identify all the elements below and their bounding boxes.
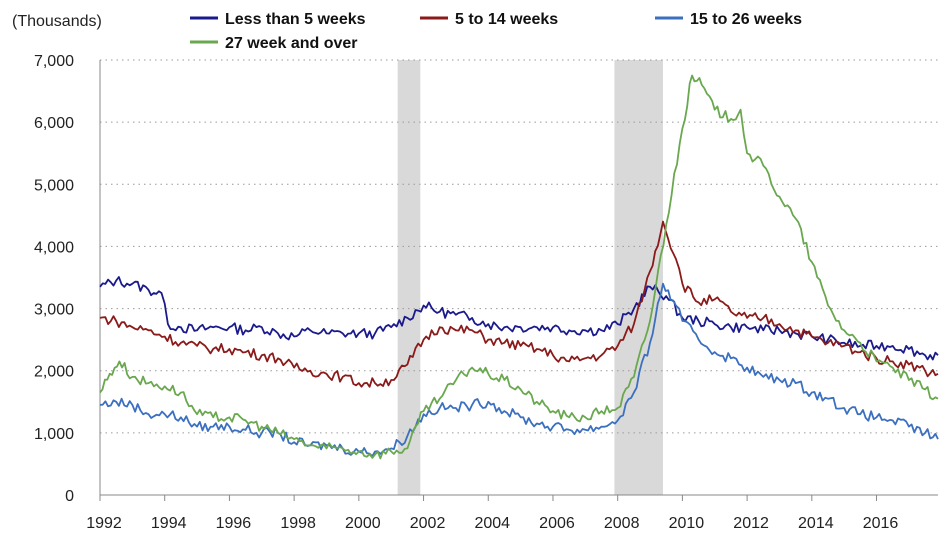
series-line-4 [99, 74, 939, 460]
x-tick-label: 2010 [669, 515, 705, 532]
x-tick-label: 1996 [216, 515, 252, 532]
gridlines [100, 59, 938, 434]
series-lines [99, 74, 939, 460]
x-tick-label: 2004 [474, 515, 510, 532]
recession-bands [397, 60, 663, 495]
y-tick-label: 6,000 [34, 115, 74, 132]
recession-band-1 [397, 60, 421, 495]
y-tick-label: 1,000 [34, 426, 74, 443]
x-tick-label: 2016 [863, 515, 899, 532]
series-line-3 [99, 282, 939, 458]
y-tick-label: 2,000 [34, 364, 74, 381]
x-tick-label: 2014 [798, 515, 834, 532]
legend-label: 5 to 14 weeks [455, 11, 558, 28]
x-tick-label: 2008 [604, 515, 640, 532]
x-tick-label: 1994 [151, 515, 187, 532]
legend: Less than 5 weeks 5 to 14 weeks 15 to 26 w… [190, 11, 802, 52]
x-tick-label: 2000 [345, 515, 381, 532]
x-tick-label: 1998 [280, 515, 316, 532]
legend-label: 27 week and over [225, 35, 358, 52]
legend-label: 15 to 26 weeks [690, 11, 802, 28]
x-tick-label: 2006 [539, 515, 575, 532]
y-tick-label: 5,000 [34, 177, 74, 194]
recession-band-2 [614, 60, 663, 495]
x-tick-label: 2002 [410, 515, 446, 532]
y-tick-label: 4,000 [34, 239, 74, 256]
y-tick-label: 7,000 [34, 53, 74, 70]
x-tick-label: 1992 [86, 515, 122, 532]
series-line-1 [99, 276, 939, 361]
x-tick-label: 2012 [733, 515, 769, 532]
y-tick-label: 0 [65, 488, 74, 505]
y-axis-unit-label: (Thousands) [12, 13, 102, 30]
axes: 0 1,000 2,000 3,000 4,000 5,000 6,000 7,000 1992… [34, 53, 938, 532]
series-line-2 [99, 220, 939, 388]
legend-label: Less than 5 weeks [225, 11, 366, 28]
y-tick-label: 3,000 [34, 302, 74, 319]
